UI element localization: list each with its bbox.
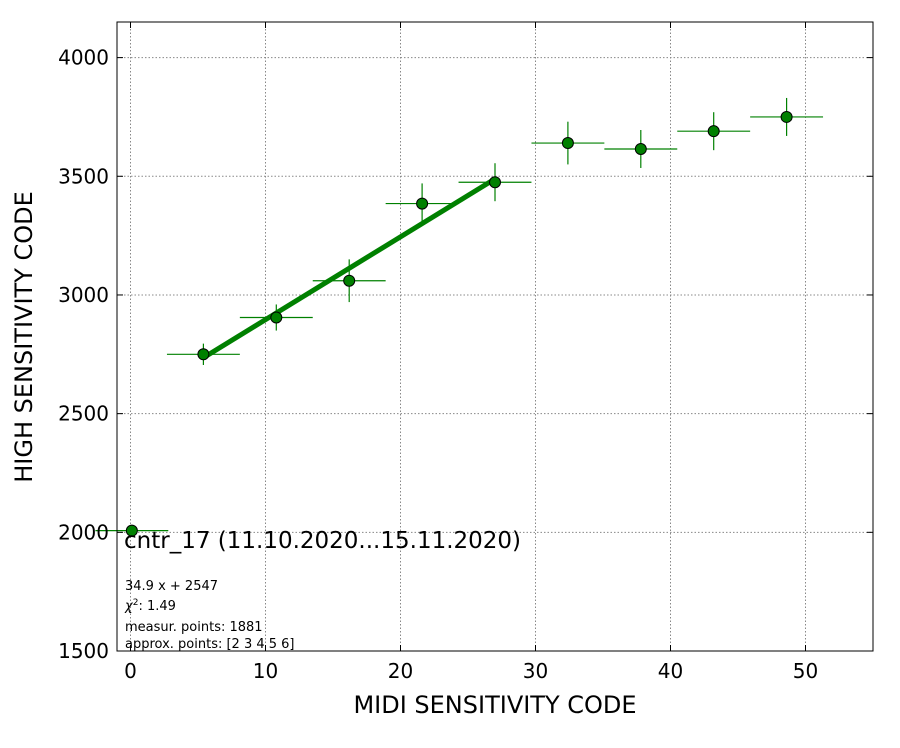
plot-background [117, 22, 873, 651]
point-marker [707, 125, 720, 138]
data-point [239, 304, 313, 331]
y-axis-label: HIGH SENSITIVITY CODE [10, 191, 38, 483]
point-marker [489, 176, 501, 189]
point-marker [343, 274, 356, 287]
data-point [677, 112, 751, 151]
data-point [385, 183, 459, 224]
annotation-main: cntr_17 (11.10.2020...15.11.2020) [124, 528, 521, 554]
annotation-approx-points: approx. points: [2 3 4 5 6] [125, 637, 295, 652]
x-tick-label: 50 [793, 659, 818, 683]
points-layer [95, 97, 824, 537]
data-point [95, 524, 169, 537]
y-tick-label: 2500 [58, 402, 109, 426]
x-tick-label: 40 [658, 659, 683, 683]
point-marker [634, 142, 647, 155]
point-marker [416, 197, 429, 210]
x-axis-label: MIDI SENSITIVITY CODE [353, 691, 636, 719]
y-tick-label: 3500 [58, 164, 109, 188]
point-marker [125, 524, 138, 537]
point-marker [780, 110, 793, 123]
ticks: 0 10 20 30 40 50 1500 2000 2500 3000 3500 4000 [58, 22, 873, 683]
data-point [604, 129, 678, 168]
chi2-value: 1.49 [147, 599, 176, 614]
annotation-measur-points: measur. points: 1881 [125, 620, 263, 635]
annotation-fit-equation: 34.9 x + 2547 [125, 579, 218, 594]
x-tick-label: 0 [124, 659, 137, 683]
annotation-chi2: χ2: 1.49 [124, 598, 176, 614]
x-tick-label: 10 [253, 659, 278, 683]
y-tick-label: 3000 [58, 283, 109, 307]
x-tick-label: 20 [388, 659, 413, 683]
y-tick-label: 4000 [58, 46, 109, 70]
data-point [750, 97, 824, 136]
y-tick-label: 2000 [58, 520, 109, 544]
plot-frame [116, 21, 874, 652]
point-marker [270, 311, 283, 324]
data-point [458, 163, 532, 202]
point-marker [197, 348, 210, 361]
x-tick-label: 30 [523, 659, 548, 683]
data-point [531, 121, 605, 165]
y-tick-label: 1500 [58, 639, 109, 663]
data-point [312, 259, 386, 303]
data-point [166, 343, 240, 365]
point-marker [561, 137, 574, 150]
